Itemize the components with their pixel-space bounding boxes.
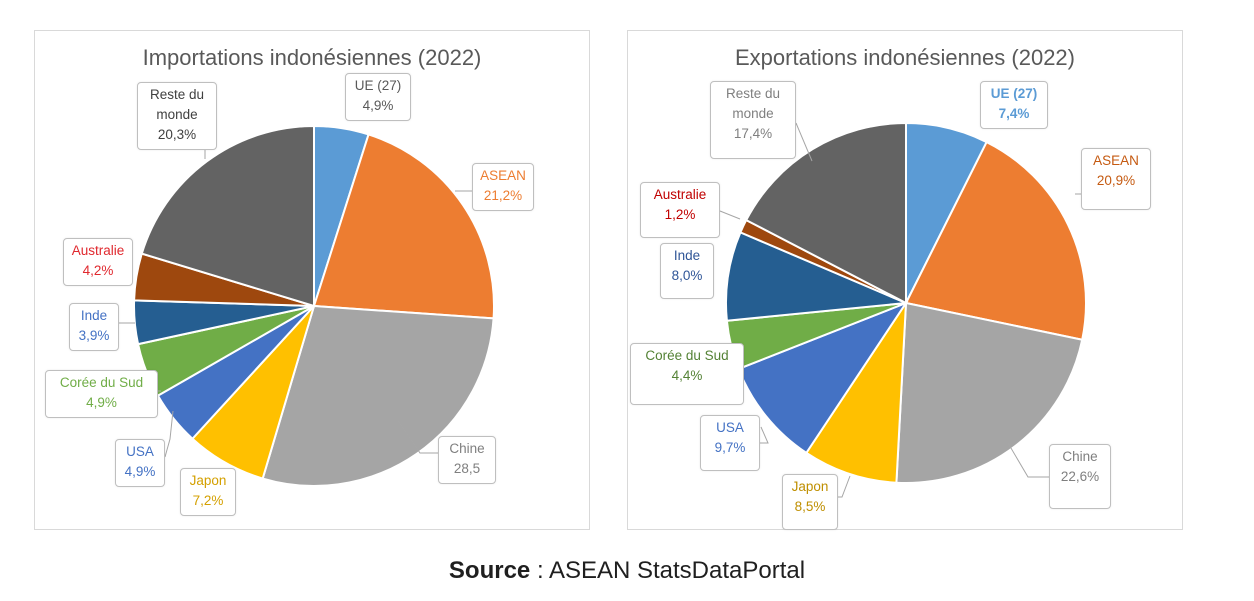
data-label-value: 9,7%	[714, 440, 746, 455]
data-label-value: 4,9%	[362, 98, 394, 113]
leader-line	[838, 475, 851, 498]
data-label: Australie 4,2%	[63, 238, 133, 286]
data-label: Australie 1,2%	[640, 182, 720, 238]
data-label-category: ASEAN	[480, 168, 526, 183]
data-label-value: 8,5%	[794, 499, 826, 514]
data-label-value: 21,2%	[483, 188, 523, 203]
source-text: : ASEAN StatsDataPortal	[530, 557, 806, 584]
source-caption: Source : ASEAN StatsDataPortal	[0, 557, 1254, 585]
data-label: UE (27) 7,4%	[980, 81, 1048, 129]
leader-line	[760, 426, 769, 444]
data-label: Chine 22,6%	[1049, 444, 1111, 509]
data-label-category: UE (27)	[354, 78, 402, 93]
data-label-category: USA	[126, 444, 154, 459]
data-label: Reste du monde 17,4%	[710, 81, 796, 159]
data-label-value: 4,4%	[671, 368, 703, 383]
data-label-value: 7,2%	[192, 493, 224, 508]
pie-slice-reste-du-monde	[744, 121, 907, 305]
imports-pie-chart: Importations indonésiennes (2022) UE (27…	[34, 30, 590, 530]
data-label: Inde 8,0%	[660, 243, 714, 299]
data-label-value: 20,3%	[157, 127, 197, 142]
data-label-category: UE (27)	[990, 86, 1038, 101]
data-label: ASEAN 20,9%	[1081, 148, 1151, 210]
data-label: Inde 3,9%	[69, 303, 119, 351]
data-label: UE (27) 4,9%	[345, 73, 411, 121]
data-label-category: Corée du Sud	[59, 375, 144, 390]
pie-slice-asean	[904, 140, 1087, 341]
data-label-category: Reste du monde	[149, 87, 205, 122]
data-label-value: 4,9%	[124, 464, 156, 479]
data-label-category: Australie	[71, 243, 125, 258]
leader-line	[164, 410, 174, 458]
data-label-category: Inde	[673, 248, 701, 263]
pie-slice-japon	[804, 299, 908, 484]
data-label-value: 7,4%	[998, 106, 1030, 121]
leader-line	[719, 210, 741, 220]
exports-pie-chart: Exportations indonésiennes (2022) UE (27…	[627, 30, 1183, 530]
data-label-category: Corée du Sud	[645, 348, 729, 363]
data-label-value: 4,2%	[82, 263, 114, 278]
data-label-category: Japon	[189, 473, 227, 488]
pie-slice-inde	[725, 231, 907, 322]
data-label-value: 3,9%	[78, 328, 110, 343]
data-label-category: USA	[716, 420, 744, 435]
data-label-value: 22,6%	[1060, 469, 1100, 484]
data-label: Corée du Sud 4,9%	[45, 370, 158, 418]
data-label: ASEAN 21,2%	[472, 163, 534, 211]
data-label-value: 8,0%	[671, 268, 703, 283]
leader-line	[795, 122, 813, 162]
data-label-category: Chine	[449, 441, 485, 456]
data-label: Chine 28,5	[438, 436, 496, 484]
data-label: Corée du Sud 4,4%	[630, 343, 744, 405]
data-label-value: 1,2%	[664, 207, 696, 222]
data-label-value: 17,4%	[733, 126, 773, 141]
pie-plot	[119, 124, 495, 487]
pie-plot	[719, 121, 1087, 498]
data-label: Reste du monde 20,3%	[137, 82, 217, 150]
data-label-category: Inde	[80, 308, 108, 323]
pie-slice-chine	[261, 304, 495, 487]
data-label-category: Japon	[791, 479, 829, 494]
leader-line	[394, 415, 438, 454]
leader-line	[1007, 442, 1049, 478]
data-label: Japon 8,5%	[782, 474, 838, 530]
data-label: Japon 7,2%	[180, 468, 236, 516]
pie-slice-asean	[312, 133, 495, 320]
data-label-category: ASEAN	[1093, 153, 1139, 168]
data-label: USA 4,9%	[115, 439, 165, 487]
chart-title: Importations indonésiennes (2022)	[142, 45, 482, 70]
data-label-category: Reste du monde	[725, 86, 781, 121]
chart-title: Exportations indonésiennes (2022)	[734, 45, 1075, 70]
data-label: USA 9,7%	[700, 415, 760, 471]
data-label-category: Australie	[653, 187, 707, 202]
data-label-category: Chine	[1062, 449, 1098, 464]
source-prefix: Source	[448, 557, 531, 584]
data-label-value: 28,5	[453, 461, 481, 476]
pie-slice-reste-du-monde	[140, 124, 315, 308]
pie-slice-chine	[895, 301, 1084, 484]
data-label-value: 4,9%	[86, 395, 117, 410]
data-label-value: 20,9%	[1096, 173, 1136, 188]
